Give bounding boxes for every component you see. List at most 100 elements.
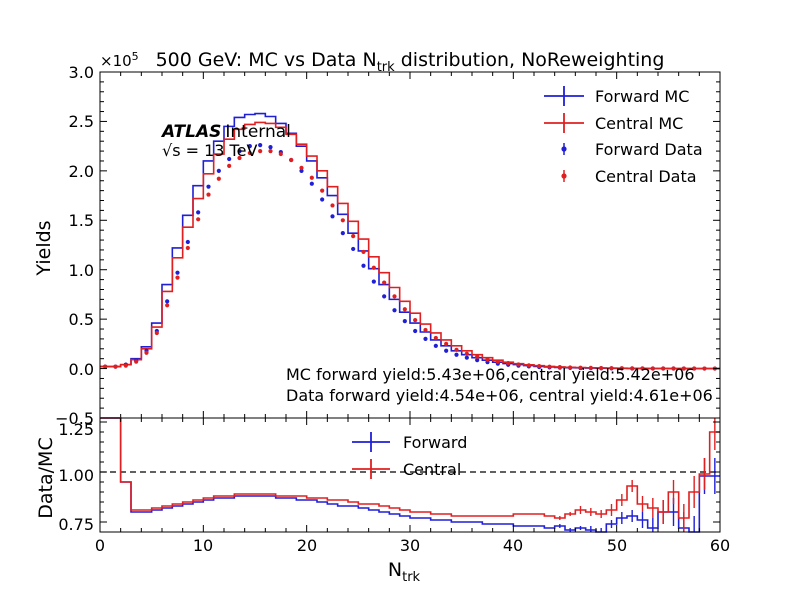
main-y-axis-label: Yields (33, 220, 55, 276)
data-point-forward-data (444, 348, 449, 353)
data-point-central-data (247, 150, 252, 156)
legend-marker-central-data (561, 173, 567, 179)
main-y-tick-label: 0.5 (69, 310, 94, 329)
title-tail: distribution, NoReweighting (395, 49, 665, 71)
data-point-central-data (671, 366, 676, 371)
data-point-central-data (175, 275, 180, 280)
x-tick-labels: 0 10 20 30 40 50 60 (95, 536, 730, 555)
data-point-forward-data (330, 214, 335, 219)
ratio-plot-frame (99, 417, 721, 533)
data-point-forward-data (351, 246, 356, 252)
main-y-tick-label: 0.0 (69, 360, 94, 379)
data-point-central-data (392, 294, 397, 299)
data-point-central-data (227, 163, 232, 169)
data-point-forward-data (175, 270, 180, 275)
data-point-central-data (154, 330, 159, 336)
data-point-forward-data (433, 343, 438, 348)
data-point-central-data (258, 148, 263, 154)
data-point-forward-data (475, 358, 480, 363)
main-y-tick-label: 1.0 (69, 261, 94, 280)
data-point-central-data (557, 364, 562, 370)
data-point-central-data (599, 365, 604, 371)
data-point-central-data (402, 307, 407, 312)
data-point-forward-data (320, 197, 325, 202)
data-point-forward-data (258, 143, 263, 148)
main-y-tick-label: 2.5 (69, 112, 94, 131)
legend-item-central-data: Central Data (561, 167, 697, 186)
data-point-central-data (454, 347, 459, 352)
y-multiplier-base: ×10 (100, 52, 132, 70)
legend-item-forward-data: Forward Data (561, 140, 703, 159)
main-data-points (103, 143, 717, 371)
legend-label-forward: Forward (403, 433, 467, 452)
data-point-central-data (320, 188, 325, 193)
data-point-central-data (630, 366, 635, 371)
ratio-line-forward (100, 417, 720, 533)
data-point-forward-data (402, 319, 407, 324)
energy-label: √s = 13 TeV (162, 141, 257, 160)
data-point-central-data (650, 366, 655, 371)
x-tick-label: 0 (95, 536, 105, 555)
data-point-central-data (661, 366, 666, 371)
data-point-central-data (123, 363, 128, 368)
ratio-series-group (100, 417, 720, 533)
legend-item-central-mc: Central MC (544, 113, 683, 133)
mc-yield-annotation: MC forward yield:5.43e+06,central yield:… (286, 365, 695, 384)
data-point-central-data (237, 155, 242, 161)
atlas-name: ATLAS (160, 122, 221, 142)
data-point-central-data (289, 157, 294, 163)
x-tick-label: 50 (607, 536, 627, 555)
ratio-axis-ticks (99, 418, 721, 533)
data-point-central-data (113, 364, 118, 369)
data-point-forward-data (237, 148, 242, 154)
data-point-forward-data (227, 156, 232, 162)
data-point-central-data (371, 265, 376, 270)
x-axis-label-main: N (388, 559, 402, 581)
data-point-central-data (309, 175, 314, 180)
data-point-forward-data (206, 184, 211, 189)
x-tick-label: 20 (297, 536, 317, 555)
legend-label-central-data: Central Data (595, 167, 697, 186)
data-point-central-data (278, 151, 283, 157)
x-tick-label: 60 (710, 536, 730, 555)
ratio-legend: Forward Central (352, 432, 467, 479)
legend-label-forward-data: Forward Data (595, 140, 703, 159)
data-point-central-data (516, 362, 521, 367)
data-point-forward-data (464, 355, 469, 360)
data-point-central-data (340, 218, 345, 223)
data-point-central-data (485, 357, 490, 362)
data-point-central-data (588, 365, 593, 370)
ratio-y-tick-label: 1.00 (58, 466, 94, 485)
data-point-forward-data (392, 308, 397, 313)
data-point-central-data (413, 318, 418, 323)
data-point-central-data (268, 148, 273, 154)
main-legend: Forward MC Central MC Forward Data Centr… (544, 86, 703, 186)
title-main: 500 GeV: MC vs Data N (156, 49, 377, 71)
data-point-central-data (330, 203, 335, 208)
data-yield-annotation: Data forward yield:4.54e+06, central yie… (286, 386, 713, 405)
data-point-central-data (423, 327, 428, 333)
data-point-central-data (568, 365, 573, 370)
x-axis-label: Ntrk (388, 559, 421, 585)
data-point-central-data (702, 366, 707, 371)
data-point-forward-data (413, 328, 418, 334)
series-line-central-mc (100, 121, 720, 370)
x-tick-label: 40 (503, 536, 523, 555)
main-y-tick-label: −0.5 (55, 409, 94, 428)
data-point-forward-data (185, 239, 190, 245)
data-point-central-data (165, 303, 170, 308)
x-axis-label-subscript: trk (402, 570, 420, 585)
data-point-central-data (692, 366, 697, 371)
data-point-central-data (444, 341, 449, 346)
data-point-central-data (144, 350, 149, 355)
chart-title: 500 GeV: MC vs Data Ntrk distribution, N… (156, 49, 665, 75)
data-point-forward-data (216, 168, 221, 173)
y-multiplier-exponent: 5 (132, 50, 139, 63)
data-point-forward-data (247, 144, 252, 149)
legend-marker-forward-data (561, 146, 567, 152)
main-y-tick-labels: 3.0 2.5 2.0 1.5 1.0 0.5 0.0 −0.5 (55, 63, 94, 428)
main-y-tick-label: 2.0 (69, 162, 94, 181)
data-point-central-data (640, 366, 645, 371)
ratio-y-tick-labels: 1.25 1.00 0.75 (58, 420, 94, 534)
y-multiplier: ×105 (100, 50, 139, 70)
